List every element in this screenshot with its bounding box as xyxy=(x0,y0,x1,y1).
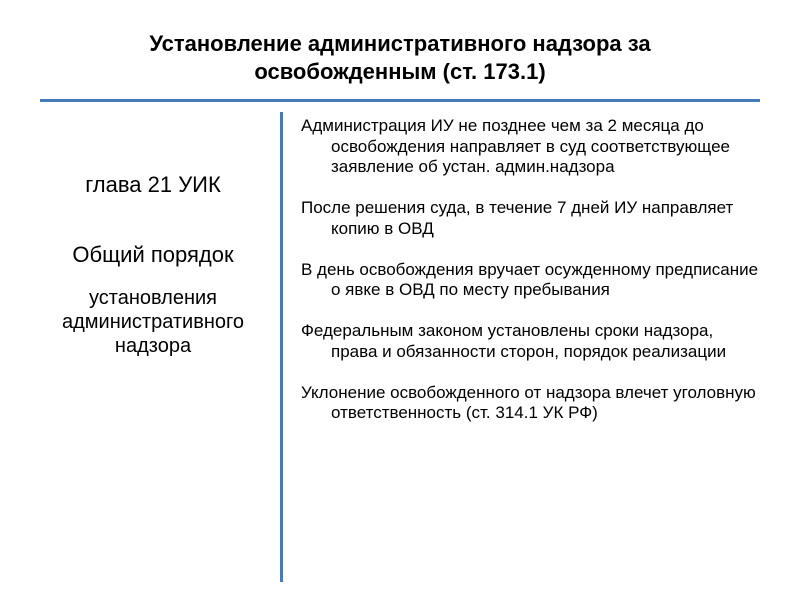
sub-label: установления административного надзора xyxy=(40,286,266,358)
paragraph-2: После решения суда, в течение 7 дней ИУ … xyxy=(301,198,760,239)
left-column: глава 21 УИК Общий порядок установления … xyxy=(40,112,280,582)
right-column: Администрация ИУ не позднее чем за 2 мес… xyxy=(283,112,760,582)
paragraph-3: В день освобождения вручает осужденному … xyxy=(301,260,760,301)
slide-title: Установление административного надзора з… xyxy=(40,30,760,85)
columns: глава 21 УИК Общий порядок установления … xyxy=(40,112,760,582)
paragraph-5: Уклонение освобожденного от надзора влеч… xyxy=(301,383,760,424)
chapter-label: глава 21 УИК xyxy=(40,172,266,198)
general-order-label: Общий порядок xyxy=(40,242,266,268)
paragraph-4: Федеральным законом установлены сроки на… xyxy=(301,321,760,362)
paragraph-1: Администрация ИУ не позднее чем за 2 мес… xyxy=(301,116,760,178)
slide: Установление административного надзора з… xyxy=(0,0,800,600)
horizontal-rule xyxy=(40,99,760,102)
